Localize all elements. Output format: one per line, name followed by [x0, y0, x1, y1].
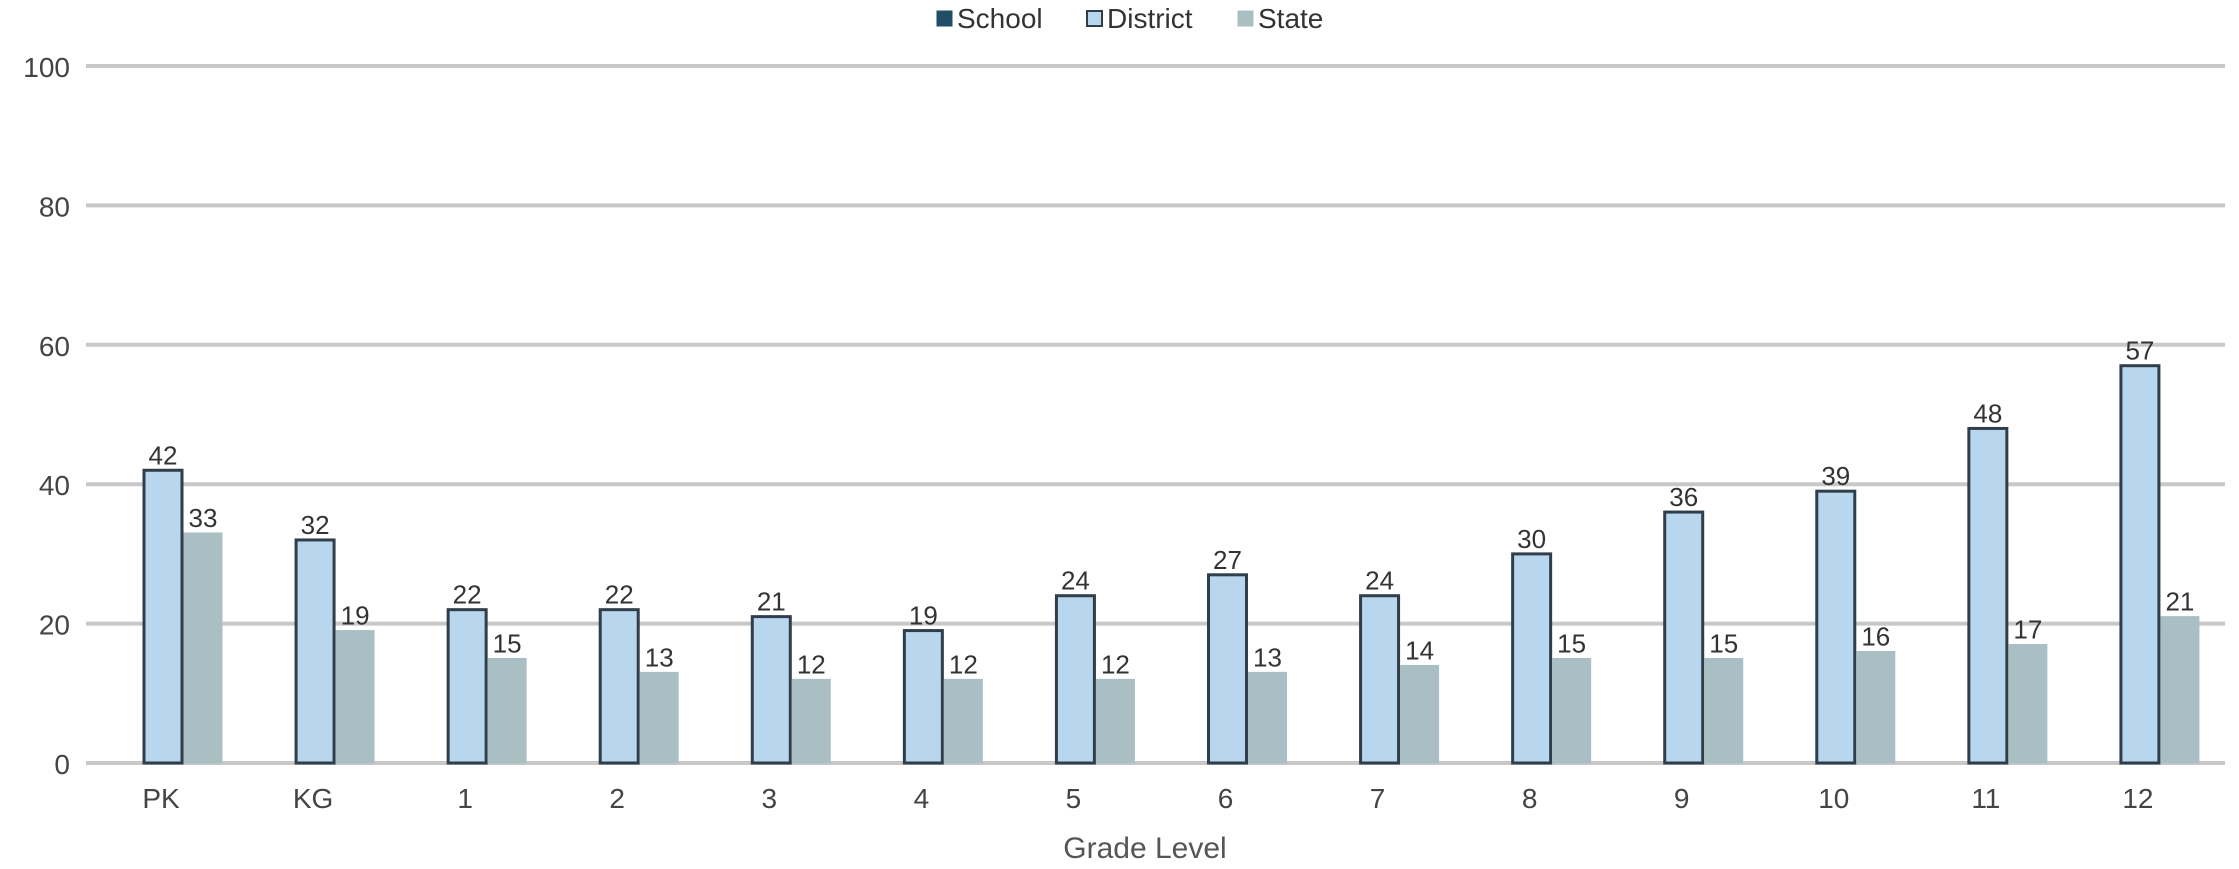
bar-state — [1400, 664, 1440, 764]
bar-district — [1054, 594, 1096, 765]
data-label-state: 15 — [1709, 628, 1738, 658]
legend-label-district: District — [1107, 3, 1193, 34]
bar-district — [1359, 594, 1401, 765]
data-label-state: 12 — [1101, 649, 1130, 679]
x-tick-label: 3 — [761, 783, 777, 814]
data-label-district: 39 — [1821, 461, 1850, 491]
data-label-district: 22 — [453, 580, 482, 610]
bar-district — [1967, 426, 2009, 765]
legend-label-state: State — [1258, 3, 1323, 34]
data-labels: 42 33 32 19 22 15 22 13 21 12 19 12 24 12 27 13 24 14 30 15… — [149, 336, 2195, 680]
bar-district — [902, 629, 944, 765]
bar-state — [943, 678, 983, 764]
y-tick-label: 40 — [39, 470, 70, 501]
bar-district — [1511, 552, 1553, 765]
legend-swatch-district — [1086, 10, 1103, 27]
data-label-state: 13 — [1253, 642, 1282, 672]
bar-state — [1552, 657, 1592, 764]
data-label-district: 22 — [605, 580, 634, 610]
bar-state — [1856, 650, 1896, 764]
y-tick-label: 80 — [39, 191, 70, 222]
legend: School District State — [936, 3, 1323, 34]
bar-district — [294, 538, 336, 765]
x-tick-label: 11 — [1971, 783, 2000, 814]
bar-state — [1095, 678, 1135, 764]
data-label-state: 33 — [189, 503, 218, 533]
bar-state — [335, 630, 375, 764]
bar-district — [1207, 573, 1248, 765]
data-label-state: 14 — [1405, 635, 1434, 665]
data-label-district: 24 — [1061, 566, 1090, 596]
bar-district — [446, 608, 488, 765]
data-label-district: 36 — [1669, 482, 1698, 512]
bar-district — [598, 608, 640, 765]
x-tick-label: 6 — [1218, 783, 1234, 814]
legend-label-school: School — [957, 3, 1043, 34]
data-label-district: 27 — [1213, 545, 1242, 575]
data-label-state: 13 — [645, 642, 674, 672]
x-tick-label: 9 — [1674, 783, 1690, 814]
data-label-district: 21 — [757, 587, 786, 617]
y-tick-label: 20 — [39, 610, 70, 641]
y-tick-label: 0 — [54, 749, 70, 780]
x-tick-label: 7 — [1370, 783, 1386, 814]
bar-state — [183, 532, 223, 764]
data-label-state: 15 — [493, 628, 522, 658]
bar-district — [1663, 510, 1705, 765]
bar-state — [1248, 671, 1287, 764]
bar-state — [487, 657, 527, 764]
x-tick-label: 8 — [1522, 783, 1538, 814]
bar-district — [142, 468, 184, 765]
bar-state — [791, 678, 831, 764]
data-label-state: 16 — [1861, 621, 1890, 651]
x-tick-label: 10 — [1818, 783, 1849, 814]
bar-state — [1704, 657, 1744, 764]
bar-district — [2119, 364, 2161, 765]
bar-district — [750, 615, 792, 765]
data-label-state: 21 — [2165, 587, 2194, 617]
x-tick-label: PK — [142, 783, 180, 814]
x-axis-title: Grade Level — [1063, 832, 1226, 864]
data-label-state: 12 — [797, 649, 826, 679]
data-label-district: 42 — [149, 440, 178, 470]
data-label-district: 48 — [1973, 398, 2002, 428]
y-tick-label: 100 — [23, 52, 70, 83]
bar-district — [1815, 489, 1857, 765]
bar-state — [2008, 644, 2048, 764]
data-label-state: 12 — [949, 649, 978, 679]
data-label-district: 30 — [1517, 524, 1546, 554]
x-tick-label: 2 — [609, 783, 625, 814]
bar-state — [639, 671, 679, 764]
data-label-district: 24 — [1365, 566, 1394, 596]
x-axis-ticks: PK KG 1 2 3 4 5 6 7 8 9 10 11 12 — [142, 783, 2153, 814]
legend-swatch-state — [1237, 10, 1254, 27]
data-label-state: 17 — [2013, 615, 2042, 645]
y-tick-label: 60 — [39, 331, 70, 362]
x-tick-label: 4 — [914, 783, 930, 814]
legend-swatch-school — [936, 10, 953, 27]
x-tick-label: 5 — [1066, 783, 1082, 814]
bar-state — [2160, 616, 2200, 764]
bars — [142, 364, 2200, 765]
x-tick-label: 12 — [2122, 783, 2153, 814]
data-label-district: 57 — [2125, 336, 2154, 366]
data-label-district: 19 — [909, 601, 938, 631]
data-label-district: 32 — [301, 510, 330, 540]
gridlines — [86, 64, 2225, 765]
data-label-state: 15 — [1557, 628, 1586, 658]
y-axis-ticks: 0 20 40 60 80 100 — [23, 52, 70, 780]
data-label-state: 19 — [341, 601, 370, 631]
x-tick-label: 1 — [457, 783, 473, 814]
x-tick-label: KG — [293, 783, 333, 814]
